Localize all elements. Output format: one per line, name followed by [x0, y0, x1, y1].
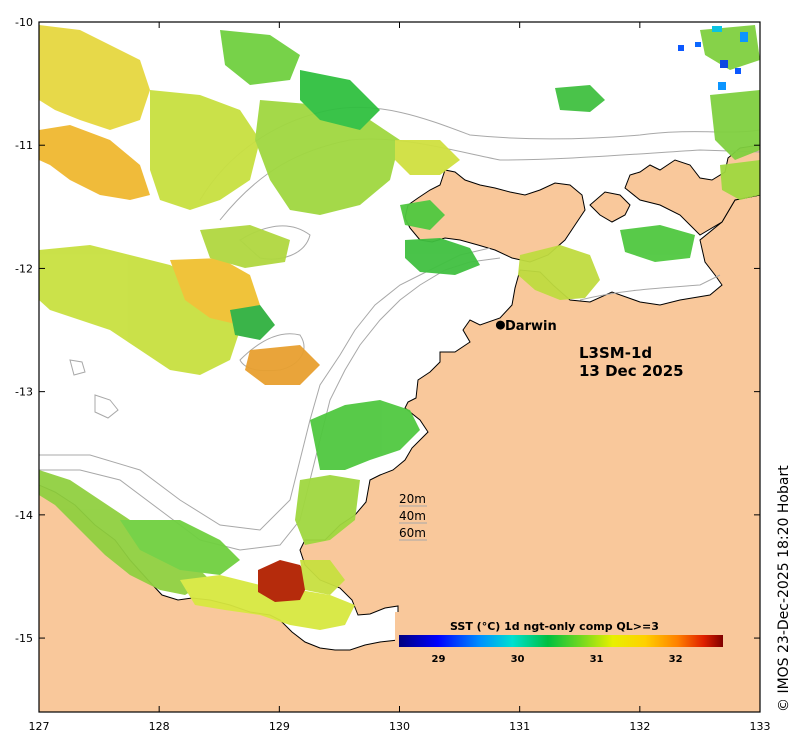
lon-tick-label: 127	[29, 720, 50, 733]
colorbar: SST (°C) 1d ngt-only comp QL>=3 29 30 31 32	[395, 612, 730, 665]
colorbar-gradient	[399, 635, 723, 647]
depth-40m: 40m	[399, 509, 426, 523]
depth-legend: 20m 40m 60m	[399, 492, 427, 541]
darwin-label: Darwin	[505, 319, 557, 334]
colorbar-tick-label: 30	[511, 654, 525, 665]
colorbar-tick-label: 32	[669, 654, 683, 665]
sst-data	[39, 25, 760, 630]
lon-tick-label: 128	[149, 720, 170, 733]
lon-tick-label: 131	[509, 720, 530, 733]
colorbar-tick-label: 31	[590, 654, 604, 665]
lon-axis: 127 128 129 130 131 132 133	[29, 22, 771, 733]
darwin-dot	[495, 320, 505, 330]
lat-tick-label: -15	[15, 632, 33, 645]
depth-60m: 60m	[399, 526, 426, 540]
darwin-marker: Darwin	[495, 319, 557, 334]
lat-tick-label: -11	[15, 139, 33, 152]
lat-tick-label: -13	[15, 386, 33, 399]
lat-tick-label: -14	[15, 509, 33, 522]
date-label: 13 Dec 2025	[579, 362, 684, 380]
lon-tick-label: 129	[269, 720, 290, 733]
lon-tick-label: 132	[629, 720, 650, 733]
lat-axis: -10 -11 -12 -13 -14 -15	[15, 16, 760, 645]
credit-text: © IMOS 23-Dec-2025 18:20 Hobart	[776, 465, 792, 712]
lon-tick-label: 133	[750, 720, 771, 733]
product-label: L3SM-1d	[579, 344, 652, 362]
lat-tick-label: -10	[15, 16, 33, 29]
lat-tick-label: -12	[15, 262, 33, 275]
colorbar-tick-label: 29	[432, 654, 446, 665]
lon-tick-label: 130	[389, 720, 410, 733]
land-north-strip	[589, 191, 631, 223]
colorbar-title: SST (°C) 1d ngt-only comp QL>=3	[450, 620, 659, 633]
depth-20m: 20m	[399, 492, 426, 506]
